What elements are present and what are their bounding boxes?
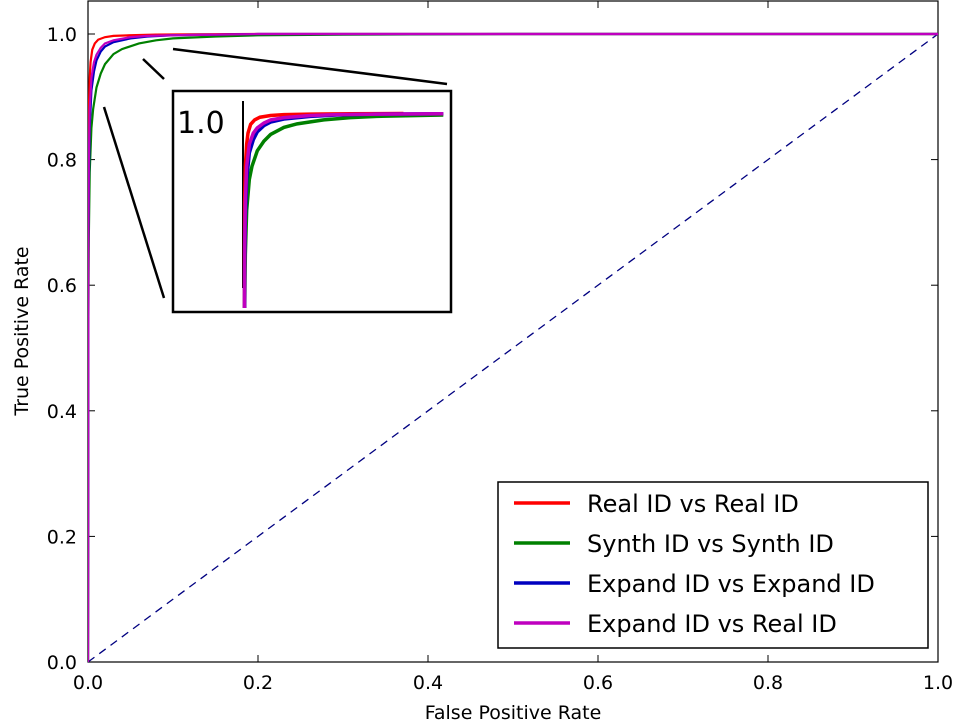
x-tick-label: 0.2 (243, 672, 273, 694)
inset-frame (171, 89, 453, 314)
x-axis-label: False Positive Rate (425, 702, 602, 724)
axis-ticks: 0.0 0.2 0.4 0.6 0.8 1.0 0.0 0.2 0.4 0.6 0.8 1.0 (47, 1, 953, 694)
y-tick-label: 0.6 (47, 275, 77, 297)
inset-label: 1.0 (177, 106, 225, 141)
x-tick-label: 0.6 (583, 672, 613, 694)
y-axis-label: True Positive Rate (11, 246, 33, 416)
legend-label: Expand ID vs Real ID (587, 610, 837, 638)
inset-series-lines (242, 111, 444, 308)
legend-label: Expand ID vs Expand ID (587, 570, 875, 598)
series-lines (88, 32, 938, 662)
zoom-connector-line (102, 106, 166, 299)
y-tick-label: 1.0 (47, 24, 77, 46)
x-tick-label: 0.4 (413, 672, 443, 694)
x-tick-label: 0.8 (753, 672, 783, 694)
inset-series-line (242, 111, 444, 308)
y-tick-label: 0.8 (47, 150, 77, 172)
legend-label: Synth ID vs Synth ID (587, 530, 834, 558)
legend-frame (497, 481, 929, 649)
y-tick-label: 0.0 (47, 652, 77, 674)
zoom-connector-line (172, 47, 448, 86)
y-tick-label: 0.4 (47, 401, 77, 423)
legend-label: Real ID vs Real ID (587, 490, 799, 518)
x-tick-label: 0.0 (73, 672, 103, 694)
x-tick-label: 1.0 (923, 672, 953, 694)
zoom-connector-line (142, 58, 165, 80)
series-line (88, 32, 938, 662)
y-tick-label: 0.2 (47, 526, 77, 548)
legend: Real ID vs Real ID Synth ID vs Synth ID Ex… (497, 481, 929, 649)
